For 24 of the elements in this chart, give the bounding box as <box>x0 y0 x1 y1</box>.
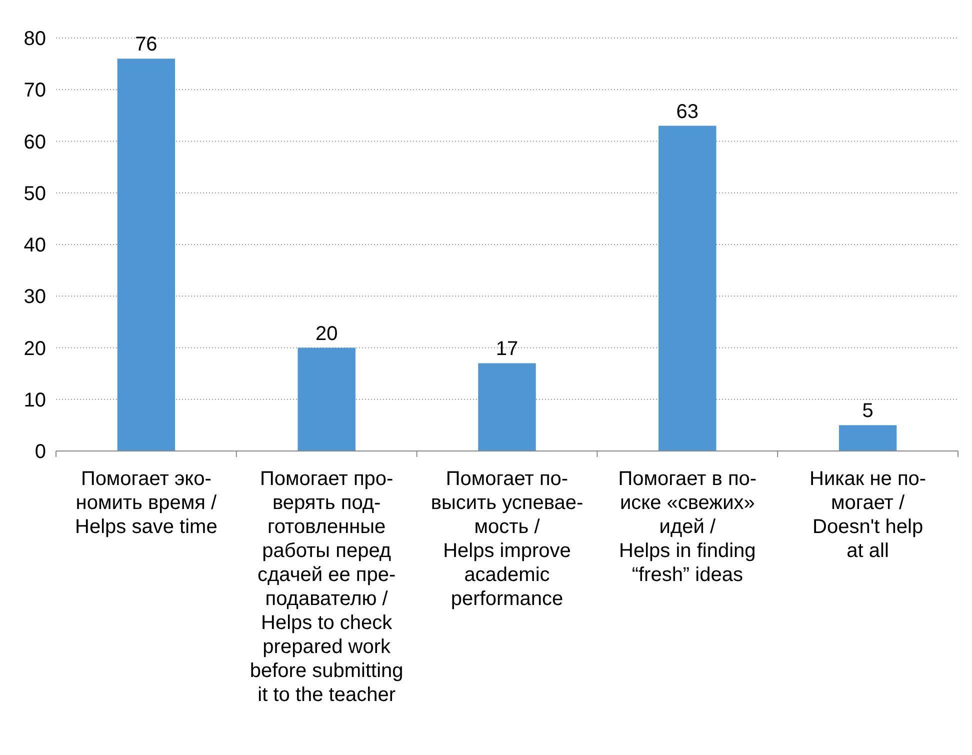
y-tick-label: 10 <box>24 389 46 412</box>
y-tick-label: 20 <box>24 338 46 360</box>
y-tick-label: 30 <box>24 286 46 308</box>
bar <box>658 126 716 451</box>
y-tick-label: 50 <box>24 182 46 205</box>
bar <box>117 58 176 451</box>
bar <box>478 363 536 451</box>
data-label: 63 <box>676 100 699 123</box>
y-tick-label: 40 <box>24 234 46 256</box>
y-tick-label: 60 <box>24 131 46 154</box>
data-label: 17 <box>496 338 518 360</box>
category-label: Помогает про- верять под- готовленные работы перед сдачей ее пре- подавателю / Helps to check prepared work before submitting it to the teacher <box>250 468 404 706</box>
bar <box>298 348 356 451</box>
y-tick-label: 80 <box>24 28 46 50</box>
x-tick-label: Никак не по- могает / Doesn't help at all <box>810 468 926 562</box>
bar <box>838 425 897 451</box>
x-tick-label: Помогает в по- иске «свежих» идей / Helps in finding “fresh” ideas <box>618 468 757 586</box>
x-tick-label: Помогает по- высить успевае- мость / Helps improve academic performance <box>430 468 584 610</box>
data-label: 5 <box>862 400 874 422</box>
y-tick-label: 70 <box>24 80 46 102</box>
y-tick-label: 0 <box>34 441 46 463</box>
data-label: 76 <box>135 34 158 56</box>
data-label: 20 <box>315 322 338 345</box>
x-tick-label: Помогает эко- номить время / Helps save time <box>75 468 218 538</box>
